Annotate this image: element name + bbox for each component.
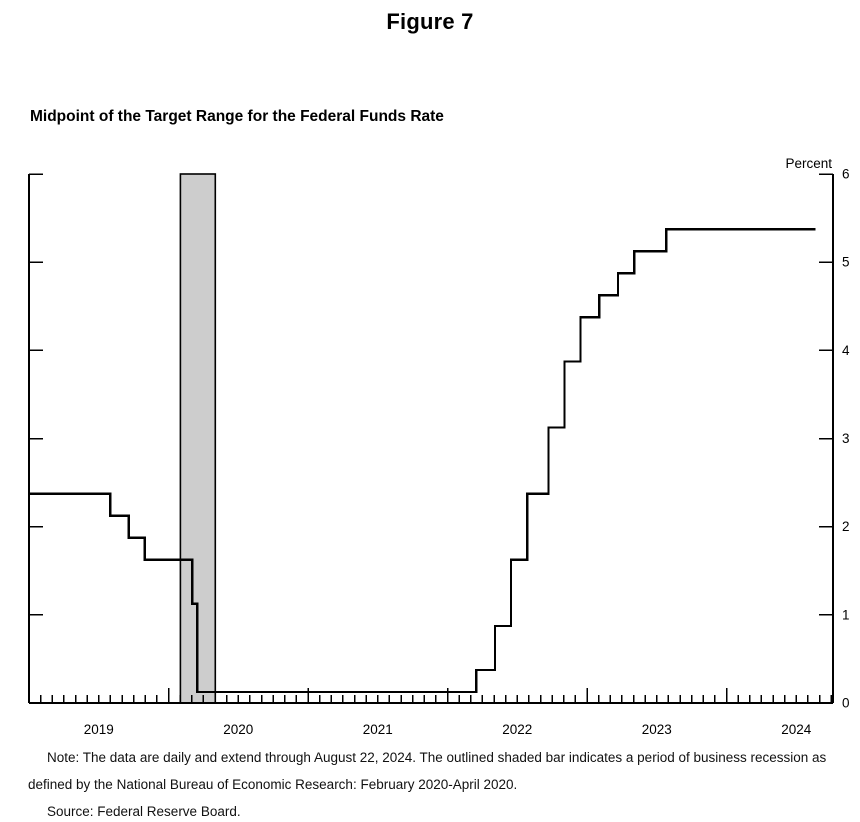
x-tick-label: 2024 [781, 722, 812, 737]
rate-step-line [29, 227, 816, 694]
axes-spines [28, 174, 834, 704]
y-tick-label: 4 [842, 343, 850, 358]
x-axis-ticks [28, 688, 832, 703]
fed-funds-rate-chart: 0 1 2 3 4 5 6 Percent 2019 2020 2021 2022 2023 2024 [28, 156, 850, 737]
figure-title: Figure 7 [386, 9, 474, 34]
y-tick-label: 5 [842, 255, 850, 270]
chart-title: Midpoint of the Target Range for the Fed… [30, 108, 444, 125]
note-line-1: Note: The data are daily and extend thro… [47, 750, 827, 765]
x-tick-label: 2020 [223, 722, 253, 737]
y-tick-label: 3 [842, 431, 850, 446]
y-axis-unit-label: Percent [785, 156, 832, 171]
note-line-2: defined by the National Bureau of Econom… [28, 777, 518, 792]
x-tick-label: 2019 [84, 722, 114, 737]
source-line: Source: Federal Reserve Board. [47, 804, 241, 819]
y-axis-ticks [29, 173, 833, 616]
y-tick-label: 2 [842, 519, 850, 534]
x-tick-label: 2023 [642, 722, 672, 737]
x-tick-label: 2021 [363, 722, 393, 737]
y-tick-label: 0 [842, 696, 850, 711]
x-tick-label: 2022 [502, 722, 532, 737]
y-tick-label: 1 [842, 607, 850, 622]
y-tick-label: 6 [842, 167, 850, 182]
